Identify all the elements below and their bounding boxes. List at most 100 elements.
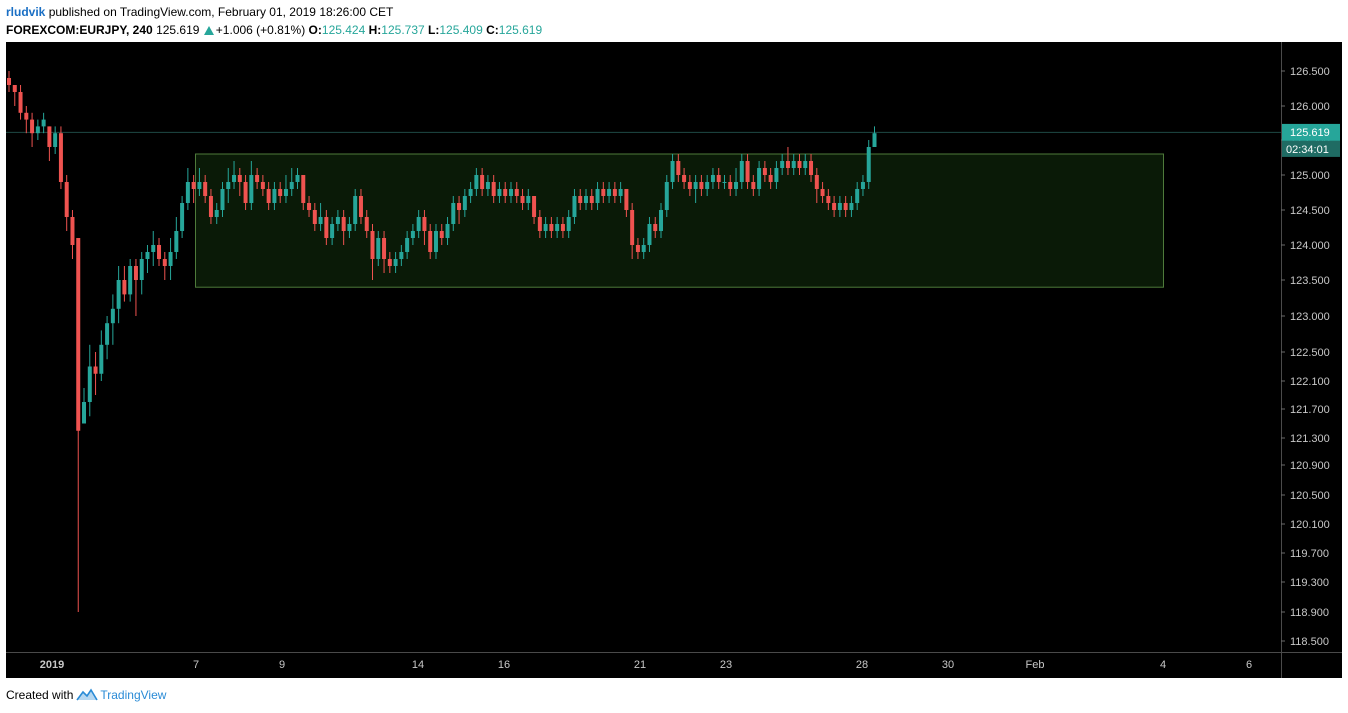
price-tick-label: 124.000	[1290, 240, 1330, 252]
candle-body	[543, 224, 548, 231]
candle	[722, 175, 727, 189]
price-tick-label: 123.500	[1290, 275, 1330, 287]
candle	[520, 189, 525, 210]
candle-body	[226, 182, 231, 189]
candle	[82, 388, 87, 424]
candle-body	[301, 175, 306, 203]
time-tick-label: 4	[1160, 659, 1166, 671]
candle	[491, 175, 496, 203]
candle	[676, 154, 681, 182]
last-price: 125.619	[156, 23, 200, 37]
candle	[358, 189, 363, 224]
candle-body	[70, 217, 75, 245]
candle-body	[139, 259, 144, 280]
candle	[87, 344, 92, 417]
candle	[122, 266, 127, 302]
candle	[543, 217, 548, 238]
candle	[226, 168, 231, 203]
candle-body	[872, 133, 877, 147]
candle-body	[474, 175, 479, 189]
candle	[283, 175, 288, 203]
candle	[307, 196, 312, 217]
candle	[35, 119, 40, 140]
candle-body	[849, 203, 854, 210]
candle-body	[87, 366, 92, 402]
candle-body	[780, 161, 785, 168]
candle-body	[283, 189, 288, 196]
candle	[705, 175, 710, 196]
candle-body	[710, 175, 715, 182]
candle	[826, 189, 831, 210]
candle-body	[214, 210, 219, 217]
candle	[330, 217, 335, 245]
candle-body	[641, 245, 646, 252]
candle-body	[18, 92, 23, 113]
symbol-name[interactable]: FOREXCOM:EURJPY, 240	[6, 23, 153, 37]
candle-body	[387, 259, 392, 266]
candle	[468, 182, 473, 203]
candle-body	[566, 217, 571, 231]
author-name[interactable]: rludvik	[6, 5, 46, 19]
candle	[41, 112, 46, 134]
candle	[47, 126, 52, 161]
time-tick-label: 23	[720, 659, 732, 671]
candle	[243, 175, 248, 210]
symbol-info: FOREXCOM:EURJPY, 240 125.619 +1.006 (+0.…	[6, 22, 542, 38]
candle	[751, 175, 756, 196]
candle-body	[255, 175, 260, 182]
price-chart[interactable]: 126.500126.000125.500125.000124.500124.0…	[6, 42, 1342, 678]
candle	[514, 182, 519, 203]
candle	[208, 189, 213, 224]
time-tick-label: 28	[856, 659, 868, 671]
candle	[797, 154, 802, 175]
candle	[457, 196, 462, 224]
candle	[716, 168, 721, 189]
candle-body	[151, 245, 156, 252]
candle-body	[145, 252, 150, 259]
candle	[7, 71, 11, 92]
candle-body	[99, 344, 104, 374]
candle	[462, 189, 467, 217]
candle	[566, 210, 571, 238]
candle-body	[353, 196, 358, 224]
candle-body	[7, 78, 11, 85]
candle-body	[180, 203, 185, 231]
candle-body	[508, 189, 513, 196]
candle-body	[324, 217, 329, 238]
candle-body	[399, 252, 404, 259]
candle	[260, 175, 265, 196]
footer: Created with TradingView	[6, 688, 166, 702]
price-tick-label: 123.000	[1290, 311, 1330, 323]
candle	[624, 189, 629, 217]
candle	[549, 217, 554, 238]
candle	[664, 175, 669, 217]
candle	[832, 196, 837, 217]
time-tick-label: 16	[498, 659, 510, 671]
candle-body	[785, 161, 790, 168]
price-change: +1.006 (+0.81%)	[215, 23, 306, 37]
candle-body	[266, 189, 271, 203]
price-tick-label: 126.000	[1290, 101, 1330, 113]
candle	[157, 238, 162, 266]
candle-body	[295, 175, 300, 182]
candle	[410, 224, 415, 245]
candle	[128, 259, 133, 302]
candle-body	[174, 231, 179, 252]
candle-body	[191, 182, 196, 189]
price-tick-label: 125.000	[1290, 170, 1330, 182]
candle	[387, 252, 392, 273]
candle-body	[705, 182, 710, 189]
candle	[70, 210, 75, 259]
candle-body	[82, 402, 87, 424]
candle	[168, 238, 173, 280]
candle	[866, 140, 871, 189]
candle-body	[670, 161, 675, 182]
tradingview-brand[interactable]: TradingView	[100, 688, 167, 702]
price-tick-label: 122.100	[1290, 376, 1330, 388]
candle	[318, 203, 323, 231]
candle	[872, 126, 877, 147]
candle-body	[312, 210, 317, 224]
candle	[699, 175, 704, 196]
candle-body	[693, 182, 698, 189]
candle	[30, 112, 35, 147]
